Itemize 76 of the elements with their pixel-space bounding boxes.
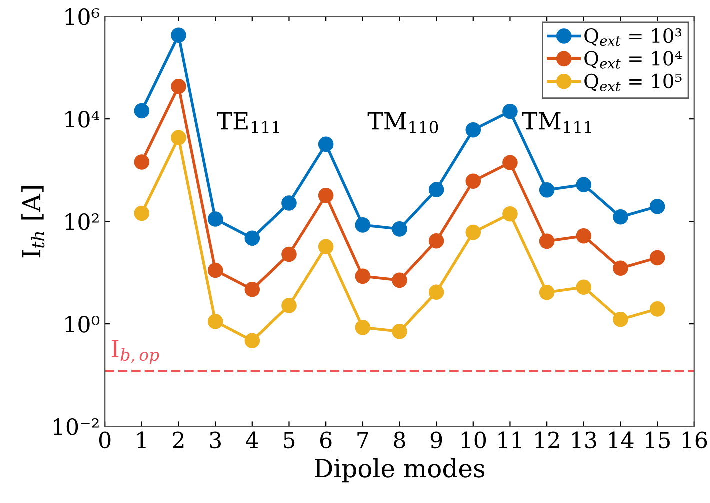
point bbox=[318, 188, 334, 204]
x-tick-label: 15 bbox=[646, 432, 670, 449]
point bbox=[466, 224, 482, 240]
point bbox=[355, 320, 371, 336]
x-tick-label: 6 bbox=[320, 432, 332, 449]
y-tick-label: 10⁴ bbox=[66, 111, 100, 128]
point bbox=[428, 234, 444, 249]
point bbox=[134, 154, 150, 170]
point bbox=[428, 284, 444, 300]
point bbox=[576, 177, 592, 193]
x-axis-title: Dipole modes bbox=[315, 458, 485, 483]
point bbox=[171, 78, 186, 94]
x-tick-label: 8 bbox=[394, 432, 406, 449]
x-tick-label: 10 bbox=[462, 432, 486, 449]
point bbox=[208, 314, 224, 330]
x-tick-label: 0 bbox=[99, 432, 111, 449]
point bbox=[613, 210, 628, 225]
point bbox=[428, 182, 444, 198]
point bbox=[650, 199, 666, 214]
point bbox=[613, 312, 628, 328]
point bbox=[392, 272, 408, 288]
x-tick-label: 5 bbox=[284, 432, 295, 449]
x-tick-label: 3 bbox=[210, 432, 221, 449]
point bbox=[171, 28, 186, 44]
point bbox=[392, 324, 408, 340]
point bbox=[244, 282, 260, 298]
x-tick-label: 7 bbox=[358, 432, 368, 448]
point bbox=[392, 222, 408, 237]
y-tick-label: 10⁶ bbox=[66, 8, 100, 26]
annotation: TE$_{111}$ bbox=[216, 112, 280, 134]
point bbox=[466, 122, 482, 138]
point bbox=[208, 212, 224, 227]
point bbox=[650, 250, 666, 266]
point bbox=[539, 182, 555, 198]
point bbox=[318, 136, 334, 152]
legend-label: Q$_{ext}$ = 10⁴ bbox=[584, 51, 682, 69]
point bbox=[539, 285, 555, 300]
point bbox=[355, 218, 371, 233]
annotation: TM$_{110}$ bbox=[368, 112, 438, 134]
point bbox=[208, 262, 224, 278]
y-tick-label: 10⁰ bbox=[66, 316, 100, 333]
x-tick-label: 9 bbox=[430, 432, 442, 449]
point bbox=[466, 174, 482, 189]
x-tick-label: 12 bbox=[536, 432, 560, 448]
point bbox=[576, 228, 592, 244]
point bbox=[650, 302, 666, 317]
point bbox=[134, 103, 150, 119]
point bbox=[134, 206, 150, 222]
x-tick-label: 1 bbox=[138, 432, 146, 448]
point bbox=[171, 130, 186, 146]
x-tick-label: 16 bbox=[682, 432, 708, 449]
annotation: TM$_{111}$ bbox=[522, 112, 592, 134]
x-tick-label: 14 bbox=[609, 432, 634, 448]
x-tick-label: 13 bbox=[572, 432, 596, 449]
point bbox=[355, 268, 371, 284]
point bbox=[576, 280, 592, 296]
point bbox=[244, 333, 260, 348]
x-tick-label: 4 bbox=[246, 432, 258, 448]
point bbox=[502, 104, 518, 120]
ref-line-label: I$_{b,op}$ bbox=[112, 340, 160, 364]
x-tick-label: 11 bbox=[498, 432, 522, 448]
point bbox=[502, 206, 518, 222]
legend-label: Q$_{ext}$ = 10³ bbox=[584, 28, 682, 46]
point bbox=[539, 234, 555, 250]
point bbox=[502, 155, 518, 170]
point bbox=[318, 239, 334, 255]
legend-label: Q$_{ext}$ = 10⁵ bbox=[584, 74, 682, 92]
y-tick-label: 10⁻² bbox=[54, 418, 99, 436]
point bbox=[282, 246, 297, 262]
point bbox=[282, 298, 297, 314]
x-tick-label: 2 bbox=[173, 432, 184, 448]
point bbox=[244, 230, 260, 246]
y-tick-label: 10² bbox=[66, 214, 99, 230]
y-axis-title: I$_{th}$ [A] bbox=[22, 186, 45, 258]
point bbox=[613, 260, 628, 276]
point bbox=[282, 196, 297, 211]
